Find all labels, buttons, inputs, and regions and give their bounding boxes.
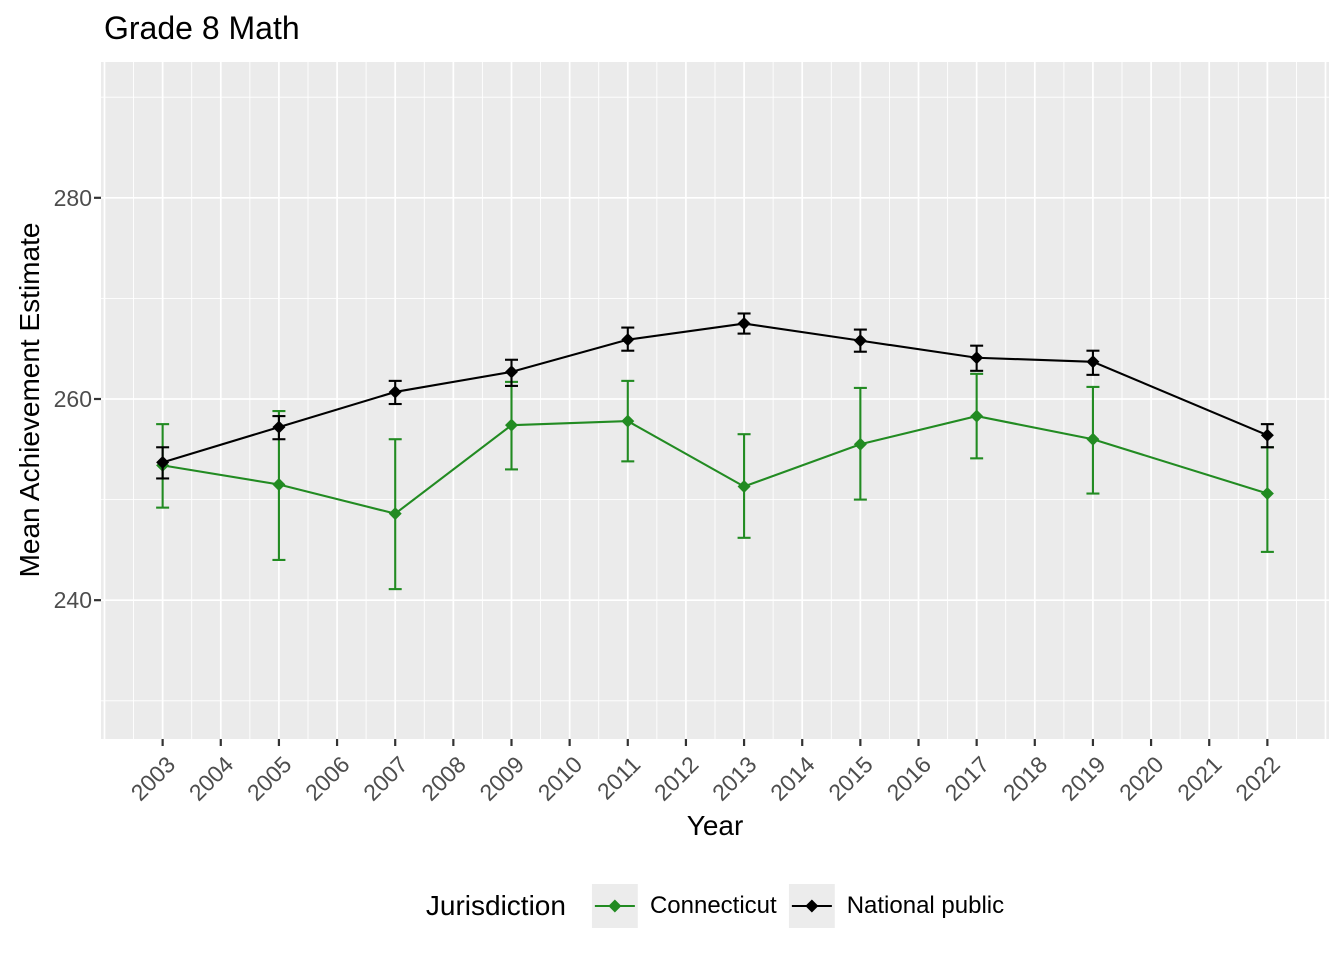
data-point — [388, 385, 402, 399]
x-tick-label: 2005 — [242, 751, 297, 806]
legend-item-national-public: National public — [788, 884, 1005, 928]
data-point — [621, 414, 635, 428]
legend-label: Connecticut — [649, 892, 777, 919]
data-point — [272, 477, 286, 491]
data-point — [1086, 355, 1100, 369]
data-point — [1086, 432, 1100, 446]
x-tick-label: 2022 — [1230, 751, 1285, 806]
data-point — [853, 437, 867, 451]
data-point — [737, 480, 751, 494]
legend-key-marker — [608, 899, 622, 913]
legend-key-marker — [805, 899, 819, 913]
data-point — [388, 507, 402, 521]
series-line — [162, 322, 1268, 464]
plot-title: Grade 8 Math — [104, 10, 300, 46]
data-point — [504, 418, 518, 432]
y-tick-label: 280 — [54, 185, 92, 211]
data-point — [272, 420, 286, 434]
x-tick-label: 2012 — [649, 751, 704, 806]
legend-label: National public — [846, 892, 1005, 919]
x-tick-label: 2003 — [126, 751, 181, 806]
series-line — [162, 415, 1268, 515]
y-tick-label: 260 — [54, 386, 92, 412]
x-axis-title: Year — [686, 810, 744, 841]
y-axis-title: Mean Achievement Estimate — [14, 222, 45, 578]
x-tick-label: 2010 — [533, 751, 588, 806]
x-tick-label: 2009 — [474, 751, 529, 806]
data-point — [1260, 428, 1274, 442]
x-tick-label: 2018 — [998, 751, 1053, 806]
x-tick-label: 2015 — [823, 751, 878, 806]
x-tick-label: 2021 — [1172, 751, 1227, 806]
x-tick-label: 2017 — [940, 751, 995, 806]
legend-key-line-diamond-icon — [591, 884, 638, 928]
x-tick-label: 2006 — [300, 751, 355, 806]
y-tick-label: 240 — [54, 587, 92, 613]
series-national-public — [156, 312, 1274, 480]
x-tick-label: 2014 — [765, 751, 820, 806]
x-tick-label: 2016 — [881, 751, 936, 806]
data-point — [853, 334, 867, 348]
x-tick-label: 2008 — [416, 751, 471, 806]
x-tick-label: 2019 — [1056, 751, 1111, 806]
x-tick-label: 2011 — [592, 751, 645, 804]
data-point — [737, 317, 751, 331]
legend: Jurisdiction Connecticut National public — [426, 884, 1004, 928]
x-tick-label: 2013 — [707, 751, 762, 806]
legend-item-connecticut: Connecticut — [591, 884, 777, 928]
data-point — [1260, 487, 1274, 501]
data-point — [621, 333, 635, 347]
x-tick-label: 2007 — [358, 751, 413, 806]
series-connecticut — [156, 372, 1274, 591]
x-tick-label: 2020 — [1114, 751, 1169, 806]
legend-key-line-diamond-icon — [788, 884, 835, 928]
data-point — [156, 455, 170, 469]
x-tick-label: 2004 — [184, 751, 239, 806]
legend-title: Jurisdiction — [425, 890, 566, 921]
data-point — [970, 351, 984, 365]
data-point — [504, 365, 518, 379]
data-point — [970, 409, 984, 423]
